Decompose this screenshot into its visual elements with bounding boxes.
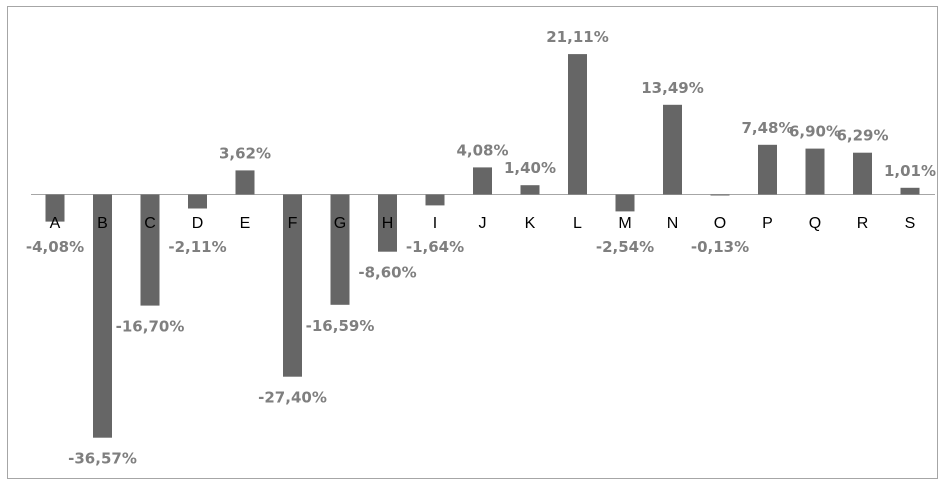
value-labels: -4,08% -36,57% -16,70% -2,11% 3,62% -27,40% -1… <box>26 28 936 468</box>
value-label-S: 1,01% <box>884 162 936 180</box>
value-label-H: -8,60% <box>358 264 416 282</box>
bar-R <box>853 152 872 195</box>
category-label-P: P <box>762 215 773 232</box>
value-label-O: -0,13% <box>691 238 749 256</box>
bar-S <box>900 187 920 195</box>
bar-I <box>425 194 445 206</box>
value-label-I: -1,64% <box>406 238 464 256</box>
category-label-Q: Q <box>809 215 821 232</box>
category-label-F: F <box>288 215 298 232</box>
category-labels: A B C D E F G H I J K L M N O P Q R S <box>50 215 916 232</box>
bar-M <box>615 194 635 212</box>
bar-N <box>663 104 682 195</box>
category-label-E: E <box>240 215 251 232</box>
bar-A <box>45 194 65 222</box>
bar-H <box>378 194 397 252</box>
value-label-C: -16,70% <box>116 318 185 336</box>
bar-L <box>568 54 587 195</box>
category-label-O: O <box>714 215 726 232</box>
bar-D <box>188 194 207 209</box>
category-label-M: M <box>618 215 631 232</box>
bar-J <box>473 167 492 195</box>
value-label-M: -2,54% <box>596 238 654 256</box>
chart-border <box>7 6 938 479</box>
bar-G <box>330 194 350 305</box>
bar-E <box>235 170 255 195</box>
category-label-S: S <box>905 215 916 232</box>
value-label-F: -27,40% <box>258 389 327 407</box>
bar-B <box>93 194 112 438</box>
category-label-R: R <box>857 215 869 232</box>
value-label-A: -4,08% <box>26 238 84 256</box>
category-label-J: J <box>479 215 487 232</box>
category-label-K: K <box>525 215 536 232</box>
value-label-P: 7,48% <box>741 119 793 137</box>
value-label-Q: 6,90% <box>789 123 841 141</box>
bar-O <box>710 194 730 196</box>
value-label-R: 6,29% <box>836 127 888 145</box>
category-label-L: L <box>573 215 582 232</box>
bar-C <box>140 194 160 306</box>
category-label-H: H <box>382 215 394 232</box>
bar-Q <box>805 148 825 195</box>
category-label-N: N <box>667 215 679 232</box>
category-label-I: I <box>433 215 437 232</box>
bar-P <box>758 144 777 195</box>
category-label-A: A <box>50 215 61 232</box>
value-label-E: 3,62% <box>219 144 271 162</box>
bar-K <box>520 185 540 195</box>
bars-layer <box>45 54 920 438</box>
value-label-N: 13,49% <box>641 79 703 97</box>
bar-F <box>283 194 302 377</box>
category-label-G: G <box>334 215 346 232</box>
category-label-C: C <box>144 215 156 232</box>
value-label-J: 4,08% <box>456 141 508 159</box>
value-label-K: 1,40% <box>504 159 556 177</box>
value-label-D: -2,11% <box>168 238 226 256</box>
value-label-L: 21,11% <box>546 28 608 46</box>
category-label-B: B <box>97 215 108 232</box>
category-label-D: D <box>192 215 204 232</box>
value-label-G: -16,59% <box>306 317 375 335</box>
value-label-B: -36,57% <box>68 450 137 468</box>
